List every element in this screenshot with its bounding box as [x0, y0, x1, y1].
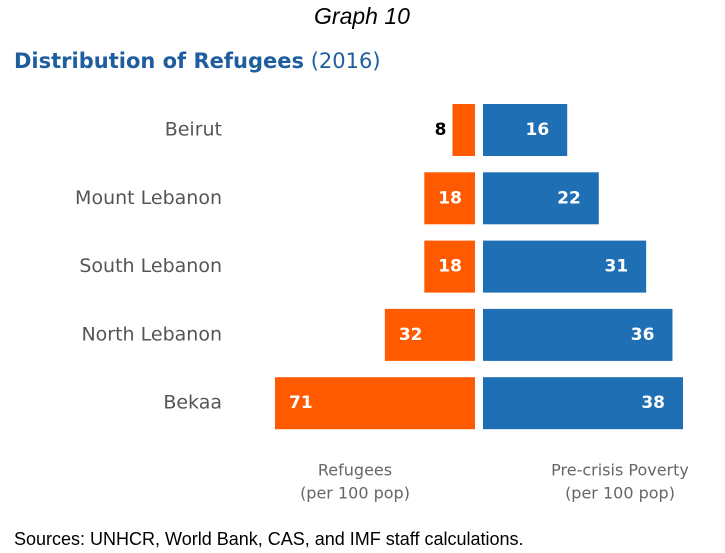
category-label: North Lebanon — [81, 323, 222, 345]
bar — [483, 377, 683, 430]
value-label: 16 — [526, 120, 550, 140]
category-label: Beirut — [165, 119, 222, 141]
value-label: 22 — [557, 188, 581, 208]
caption: Graph 10 — [314, 3, 410, 29]
category-label: Bekaa — [163, 392, 222, 414]
value-label: 18 — [438, 257, 462, 277]
bar — [452, 104, 475, 156]
legend-label: Refugees — [318, 461, 392, 480]
bar — [275, 377, 475, 430]
legend-label: Pre-crisis Poverty — [551, 461, 689, 480]
bar — [483, 104, 568, 156]
value-label: 18 — [438, 188, 462, 208]
title: Distribution of Refugees — [14, 49, 304, 73]
source: Sources: UNHCR, World Bank, CAS, and IMF… — [14, 529, 524, 549]
value-label: 31 — [604, 257, 628, 277]
subtitle: (2016) — [311, 49, 381, 73]
value-label: 32 — [399, 325, 423, 345]
value-label: 36 — [631, 325, 655, 345]
bar — [483, 308, 673, 361]
value-label: 8 — [435, 120, 447, 140]
legend-sublabel: (per 100 pop) — [300, 484, 410, 503]
legend-sublabel: (per 100 pop) — [565, 484, 675, 503]
value-label: 71 — [289, 393, 313, 413]
category-label: Mount Lebanon — [75, 187, 222, 209]
bar — [424, 240, 475, 293]
bar — [483, 240, 647, 293]
bar — [424, 172, 475, 225]
bar — [483, 172, 599, 225]
value-label: 38 — [641, 393, 665, 413]
category-label: South Lebanon — [79, 255, 222, 277]
chart-title: Distribution of Refugees (2016) — [14, 49, 381, 73]
bar — [384, 308, 475, 361]
